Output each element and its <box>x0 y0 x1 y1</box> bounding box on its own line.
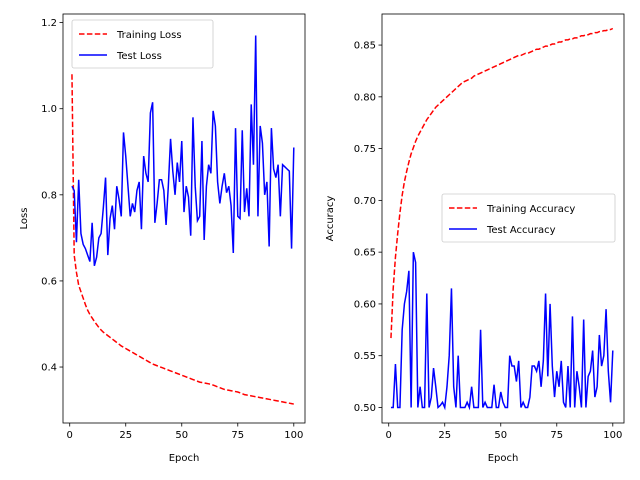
y-tick-label: 0.4 <box>41 363 57 374</box>
x-tick-label: 100 <box>603 430 622 441</box>
y-tick-label: 0.8 <box>41 190 57 201</box>
series-line-test-accuracy <box>390 251 614 411</box>
y-tick-label: 1.2 <box>41 18 57 29</box>
y-axis-label: Loss <box>19 208 30 230</box>
chart-panel-2: 0 25 50 75 100 0.50 0.55 0.60 0.65 0.70 0.75 0.80 0.… <box>325 13 625 464</box>
plot-frame <box>381 13 625 424</box>
x-tick-label: 75 <box>550 430 563 441</box>
x-tick-label: 25 <box>438 430 451 441</box>
y-tick-label: 0.65 <box>354 248 376 259</box>
legend: Training Accuracy Test Accuracy <box>441 193 616 243</box>
legend: Training Loss Test Loss <box>71 19 214 69</box>
y-tick-label: 0.6 <box>41 276 57 287</box>
x-tick-label: 50 <box>494 430 507 441</box>
chart-panel-1: 0 25 50 75 100 0.4 0.6 0.8 1.0 1.2 Epoch Loss Traini… <box>19 13 306 464</box>
x-tick-label: 50 <box>175 430 188 441</box>
legend-box <box>71 19 214 69</box>
series-line-test-loss <box>71 35 295 267</box>
series-line-training-loss <box>71 74 294 405</box>
y-tick-label: 0.60 <box>354 299 376 310</box>
y-tick-label: 1.0 <box>41 104 57 115</box>
y-tick-label: 0.70 <box>354 196 376 207</box>
y-tick-label: 0.50 <box>354 403 376 414</box>
y-axis-label: Accuracy <box>325 196 336 242</box>
legend-label: Training Loss <box>116 30 182 41</box>
y-tick-label: 0.85 <box>354 41 376 52</box>
plot-frame <box>62 13 306 424</box>
y-tick-label: 0.75 <box>354 144 376 155</box>
legend-label: Training Accuracy <box>486 204 575 215</box>
legend-label: Test Loss <box>116 51 162 62</box>
y-tick-label: 0.55 <box>354 351 376 362</box>
x-tick-label: 0 <box>386 430 392 441</box>
legend-box <box>441 193 616 243</box>
x-tick-label: 0 <box>67 430 73 441</box>
x-axis-label: Epoch <box>169 453 200 464</box>
series-line-training-accuracy <box>390 27 614 339</box>
y-tick-label: 0.80 <box>354 92 376 103</box>
x-axis-label: Epoch <box>488 453 519 464</box>
x-tick-label: 100 <box>284 430 303 441</box>
x-tick-label: 25 <box>119 430 132 441</box>
legend-label: Test Accuracy <box>486 225 556 236</box>
x-tick-label: 75 <box>231 430 244 441</box>
